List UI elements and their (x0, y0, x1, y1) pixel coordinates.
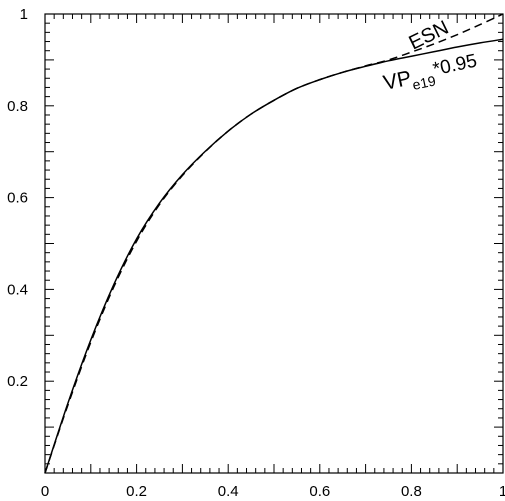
x-tick-label: 0.2 (126, 483, 147, 500)
series-line-vp (44, 38, 504, 474)
y-tick-label: 0.4 (7, 281, 28, 298)
tick-labels: 0 0.2 0.4 0.6 0.8 1 0.2 0.4 0.6 0.8 1 (7, 6, 505, 500)
series-label-vp-sub: e19 (411, 72, 437, 93)
x-tick-label: 0 (41, 483, 49, 500)
x-tick-label: 0.6 (309, 483, 330, 500)
series-label-vp-main: VP (381, 67, 413, 95)
y-tick-label: 0.6 (7, 190, 28, 207)
x-tick-label: 1 (499, 483, 505, 500)
y-tick-label: 1 (20, 6, 28, 23)
x-tick-label: 0.8 (401, 483, 422, 500)
ticks (45, 14, 503, 473)
x-tick-label: 0.4 (218, 483, 239, 500)
series-label-vp-suffix: *0.95 (431, 51, 479, 81)
y-tick-label: 0.2 (7, 373, 28, 390)
series-lines (44, 13, 504, 474)
y-tick-label: 0.8 (7, 98, 28, 115)
